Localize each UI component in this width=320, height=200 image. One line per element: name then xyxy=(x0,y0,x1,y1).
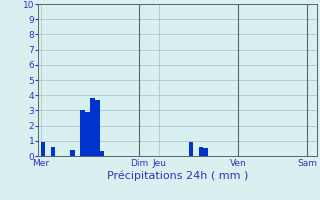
Bar xyxy=(80,110,85,156)
Bar xyxy=(85,112,90,156)
Bar xyxy=(100,151,104,156)
Bar xyxy=(204,148,208,156)
Bar xyxy=(70,150,75,156)
X-axis label: Précipitations 24h ( mm ): Précipitations 24h ( mm ) xyxy=(107,171,248,181)
Bar xyxy=(189,142,193,156)
Bar xyxy=(51,147,55,156)
Bar xyxy=(198,147,203,156)
Bar xyxy=(95,100,100,156)
Bar xyxy=(41,142,45,156)
Bar xyxy=(90,98,95,156)
